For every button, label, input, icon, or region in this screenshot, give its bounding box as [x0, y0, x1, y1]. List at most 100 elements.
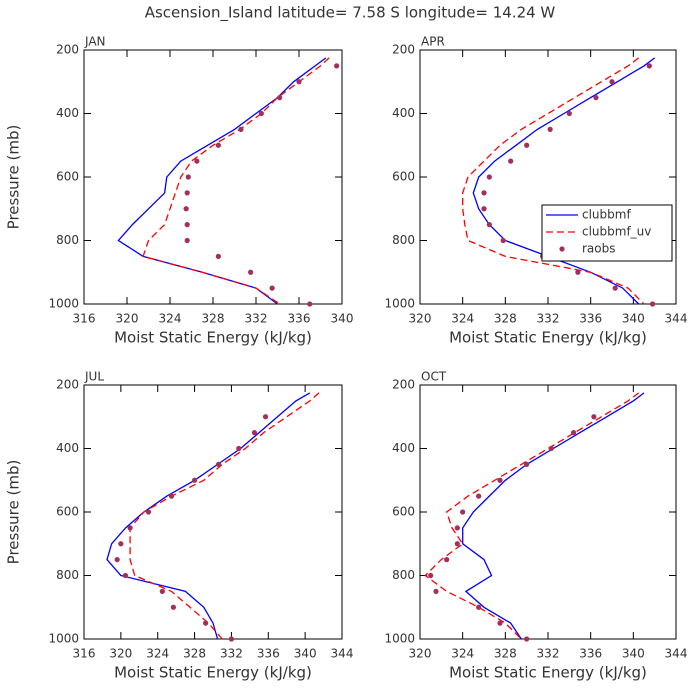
raob-point [476, 604, 482, 610]
raob-point [548, 445, 554, 452]
x-axis-label: Moist Static Energy (kJ/kg) [114, 329, 312, 347]
x-tick-label: 336 [579, 312, 602, 326]
raob-point [591, 414, 597, 420]
x-tick-label: 328 [494, 312, 517, 326]
figure-title: Ascension_Island latitude= 7.58 S longit… [145, 4, 556, 23]
raob-point [500, 237, 506, 244]
raob-point [183, 206, 189, 212]
raob-point [238, 126, 244, 132]
x-axis-label: Moist Static Energy (kJ/kg) [114, 664, 312, 682]
x-tick-label: 332 [245, 312, 268, 326]
profile-line [462, 57, 645, 305]
raob-point [194, 158, 200, 164]
x-tick-label: 332 [220, 647, 243, 661]
y-tick-label: 400 [392, 106, 415, 120]
y-tick-label: 200 [392, 378, 415, 392]
x-tick-label: 336 [257, 647, 280, 661]
x-tick-label: 320 [116, 312, 139, 326]
y-tick-label: 800 [392, 233, 415, 247]
panel-label: APR [421, 35, 445, 49]
legend-label: clubbmf [582, 208, 631, 222]
y-tick-label: 400 [392, 441, 415, 455]
plot-frame [419, 49, 677, 305]
raob-point [566, 110, 572, 117]
y-tick-label: 1000 [384, 632, 415, 646]
y-tick-label: 400 [56, 441, 79, 455]
legend-label: raobs [582, 242, 616, 256]
x-tick-label: 324 [159, 312, 182, 326]
x-tick-label: 328 [202, 312, 225, 326]
x-tick-label: 344 [665, 647, 688, 661]
raob-point [277, 95, 283, 101]
raob-point [481, 190, 487, 196]
panel-label: JUL [84, 370, 104, 384]
raob-point [486, 222, 492, 228]
raob-point [454, 541, 460, 547]
x-tick-label: 336 [288, 312, 311, 326]
raob-point [454, 525, 460, 531]
y-tick-label: 1000 [384, 297, 415, 311]
raob-point [191, 477, 198, 483]
raob-point [497, 620, 503, 626]
profile-line [142, 57, 330, 305]
plot-frame [419, 384, 677, 640]
profile-line [106, 392, 311, 640]
x-tick-label: 332 [537, 312, 560, 326]
profile-line [472, 57, 656, 305]
x-tick-label: 332 [537, 647, 560, 661]
y-tick-label: 200 [56, 378, 79, 392]
raob-point [215, 142, 221, 148]
profile-line [129, 392, 320, 640]
raob-point [296, 79, 302, 85]
plot-frame [83, 384, 343, 640]
raob-point [460, 509, 466, 515]
raob-point [122, 572, 129, 579]
raob-point [612, 285, 618, 291]
x-tick-label: 328 [183, 647, 206, 661]
raob-point [203, 620, 209, 626]
raob-point [609, 79, 615, 85]
raob-point [593, 95, 599, 101]
raob-point [444, 557, 450, 563]
plot-frame [83, 49, 343, 305]
raob-point [215, 461, 222, 467]
raob-point [262, 414, 269, 420]
x-tick-label: 320 [409, 647, 432, 661]
raob-point [486, 174, 492, 180]
x-tick-label: 324 [146, 647, 169, 661]
profile-line [424, 392, 640, 640]
y-tick-label: 200 [392, 43, 415, 57]
y-tick-label: 1000 [48, 297, 79, 311]
legend-marker [559, 246, 565, 252]
raob-point [524, 461, 530, 467]
x-tick-label: 320 [109, 647, 132, 661]
raob-point [251, 430, 258, 436]
x-tick-label: 328 [494, 647, 517, 661]
x-tick-label: 344 [665, 312, 688, 326]
raob-point [433, 588, 439, 594]
raob-point [524, 142, 530, 148]
x-tick-label: 336 [579, 647, 602, 661]
legend-label: clubbmf_uv [582, 225, 651, 239]
x-tick-label: 340 [294, 647, 317, 661]
raob-point [228, 636, 235, 642]
raob-point [170, 604, 176, 610]
raob-point [334, 63, 340, 69]
y-axis-label: Pressure (mb) [5, 460, 23, 565]
y-tick-label: 600 [392, 170, 415, 184]
legend-box [541, 204, 673, 262]
y-tick-label: 1000 [48, 632, 79, 646]
profile-line [117, 57, 327, 305]
raob-point [258, 110, 264, 117]
y-axis-label: Pressure (mb) [5, 125, 23, 230]
x-tick-label: 316 [73, 647, 96, 661]
y-tick-label: 800 [56, 568, 79, 582]
x-axis-label: Moist Static Energy (kJ/kg) [449, 329, 647, 347]
panel-label: JAN [84, 35, 106, 49]
x-tick-label: 320 [409, 312, 432, 326]
raob-point [236, 445, 242, 452]
raob-point [307, 301, 313, 307]
raob-point [185, 174, 191, 180]
x-axis-label: Moist Static Energy (kJ/kg) [449, 664, 647, 682]
